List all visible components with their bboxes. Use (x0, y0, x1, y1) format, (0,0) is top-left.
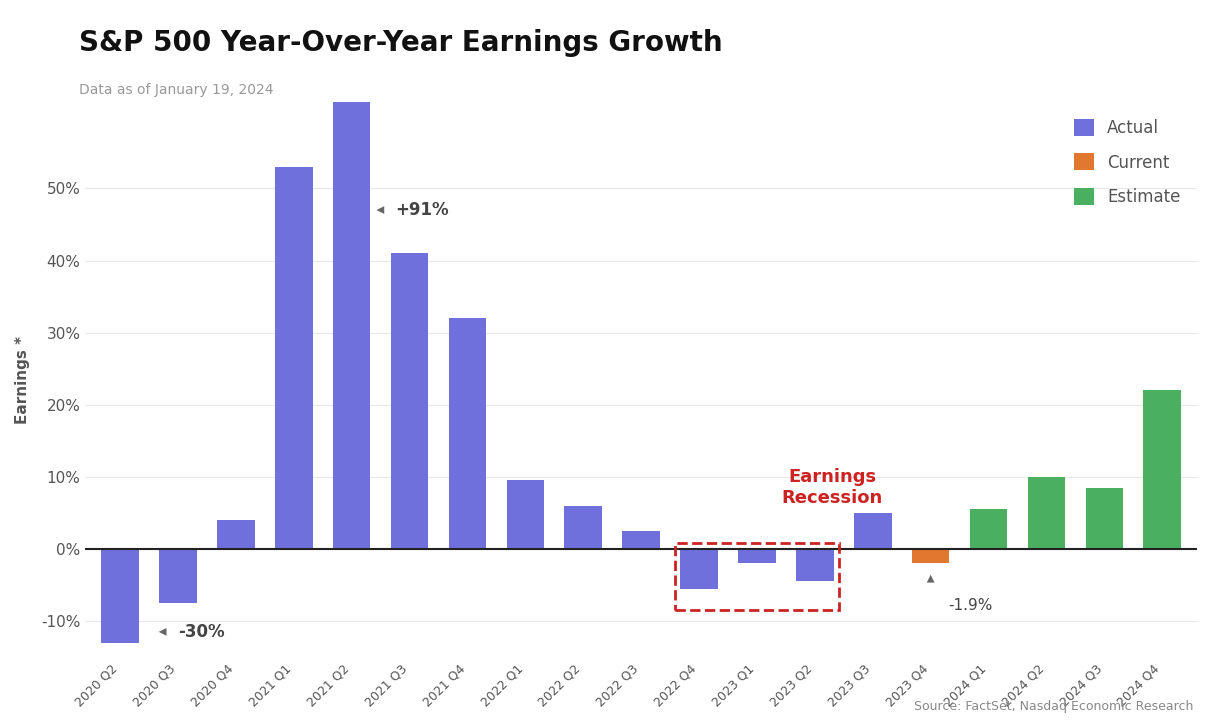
Bar (448, 319, 486, 549)
Text: Data as of January 19, 2024: Data as of January 19, 2024 (79, 83, 273, 97)
Bar (159, 549, 196, 603)
Y-axis label: Earnings *: Earnings * (15, 335, 30, 424)
Bar (675, 543, 839, 610)
Bar (1086, 488, 1124, 549)
Text: -1.9%: -1.9% (948, 598, 993, 613)
Bar (390, 253, 428, 549)
Bar (911, 549, 949, 563)
Text: S&P 500 Year-Over-Year Earnings Growth: S&P 500 Year-Over-Year Earnings Growth (79, 29, 722, 57)
Text: +91%: +91% (395, 201, 448, 219)
Bar (333, 0, 371, 549)
Bar (796, 549, 834, 581)
Bar (275, 167, 313, 549)
Bar (217, 520, 255, 549)
Text: Source: FactSet, Nasdaq Economic Research: Source: FactSet, Nasdaq Economic Researc… (914, 700, 1194, 713)
Bar (102, 549, 139, 643)
Bar (680, 549, 718, 589)
Text: Earnings
Recession: Earnings Recession (782, 468, 882, 507)
Legend: Actual, Current, Estimate: Actual, Current, Estimate (1065, 110, 1189, 215)
Bar (970, 509, 1007, 549)
Bar (507, 481, 544, 549)
Bar (1143, 390, 1180, 549)
Bar (1028, 477, 1065, 549)
Text: -30%: -30% (178, 623, 224, 641)
Bar (738, 549, 776, 563)
Bar (622, 531, 661, 549)
Bar (854, 513, 892, 549)
Bar (565, 505, 602, 549)
